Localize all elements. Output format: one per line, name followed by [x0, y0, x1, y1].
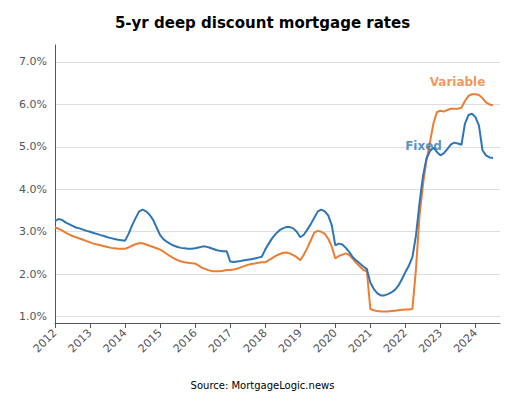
svg-text:Variable: Variable — [430, 75, 486, 89]
svg-text:2019: 2019 — [276, 326, 305, 355]
svg-text:2024: 2024 — [451, 326, 480, 355]
svg-text:2012: 2012 — [31, 326, 60, 355]
svg-text:2020: 2020 — [311, 326, 340, 355]
svg-text:2022: 2022 — [381, 326, 410, 355]
svg-text:6.0%: 6.0% — [19, 98, 47, 111]
svg-text:2023: 2023 — [416, 326, 445, 355]
svg-text:2013: 2013 — [66, 326, 95, 355]
svg-text:1.0%: 1.0% — [19, 310, 47, 323]
svg-text:2015: 2015 — [136, 326, 165, 355]
svg-text:2021: 2021 — [346, 326, 375, 355]
svg-text:2016: 2016 — [171, 326, 200, 355]
svg-text:2017: 2017 — [206, 326, 235, 355]
svg-text:2.0%: 2.0% — [19, 268, 47, 281]
svg-text:4.0%: 4.0% — [19, 183, 47, 196]
svg-text:5.0%: 5.0% — [19, 140, 47, 153]
svg-text:7.0%: 7.0% — [19, 55, 47, 68]
svg-text:2014: 2014 — [101, 326, 130, 355]
svg-text:Source: MortgageLogic.news: Source: MortgageLogic.news — [191, 380, 335, 391]
svg-text:5-yr deep discount mortgage ra: 5-yr deep discount mortgage rates — [115, 14, 410, 32]
svg-text:Fixed: Fixed — [405, 139, 442, 153]
svg-text:2018: 2018 — [241, 326, 270, 355]
svg-text:3.0%: 3.0% — [19, 225, 47, 238]
